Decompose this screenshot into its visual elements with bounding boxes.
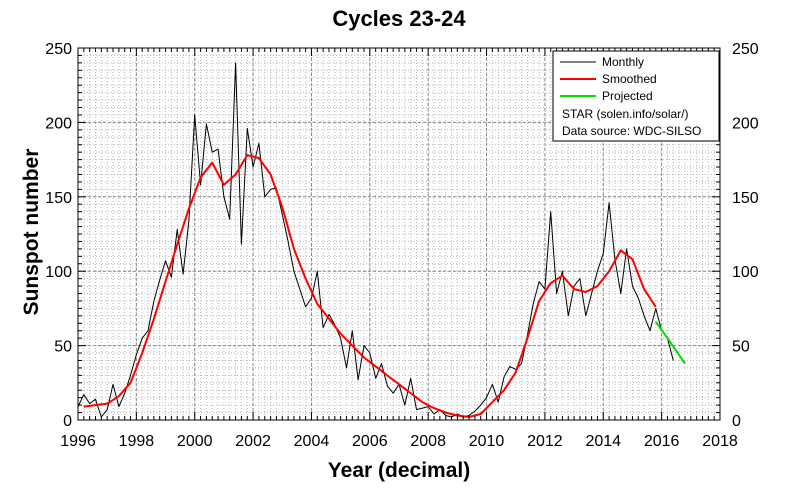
y-axis-title: Sunspot number	[20, 149, 43, 316]
y-tick-label-right: 200	[732, 115, 759, 132]
legend-monthly-label: Monthly	[602, 55, 644, 69]
x-tick-label: 2016	[644, 433, 680, 450]
y-tick-label-right: 250	[732, 41, 759, 58]
y-tick-label-left: 200	[45, 115, 72, 132]
y-tick-label-right: 100	[732, 264, 759, 281]
x-tick-label: 2000	[177, 433, 213, 450]
x-tick-label: 2010	[469, 433, 505, 450]
y-tick-label-right: 50	[732, 339, 750, 356]
x-tick-label: 1998	[119, 433, 155, 450]
x-tick-label: 2012	[527, 433, 563, 450]
y-tick-label-left: 250	[45, 41, 72, 58]
y-tick-label-left: 50	[54, 339, 72, 356]
y-tick-label-left: 100	[45, 264, 72, 281]
y-tick-label-left: 0	[63, 413, 72, 430]
tick-layer	[77, 47, 721, 421]
x-tick-label: 2002	[235, 433, 271, 450]
y-tick-label-right: 150	[732, 190, 759, 207]
legend-source-note: STAR (solen.info/solar/)	[562, 107, 689, 121]
series-line-projected	[654, 321, 686, 365]
x-tick-label: 2004	[294, 433, 330, 450]
legend-smoothed-label: Smoothed	[602, 72, 657, 86]
legend-projected-label: Projected	[602, 89, 653, 103]
label-layer: 1996 1998 2000 2002 2004 2006 2008 2010 2012 2014…	[45, 41, 759, 450]
series-line-monthly	[77, 62, 674, 418]
y-tick-label-right: 0	[732, 413, 741, 430]
x-tick-label: 1996	[60, 433, 96, 450]
series-layer	[77, 62, 686, 418]
grid-layer	[77, 47, 721, 421]
x-axis-title: Year (decimal)	[328, 459, 470, 482]
y-tick-label-left: 150	[45, 190, 72, 207]
x-tick-label: 2008	[410, 433, 446, 450]
legend: Monthly Smoothed Projected STAR (solen.i…	[552, 50, 720, 142]
chart-title: Cycles 23-24	[332, 6, 466, 31]
legend-data-source-note: Data source: WDC-SILSO	[562, 124, 701, 138]
x-tick-label: 2014	[585, 433, 621, 450]
series-line-smoothed	[83, 154, 657, 418]
x-tick-label: 2006	[352, 433, 388, 450]
x-tick-label: 2018	[702, 433, 738, 450]
